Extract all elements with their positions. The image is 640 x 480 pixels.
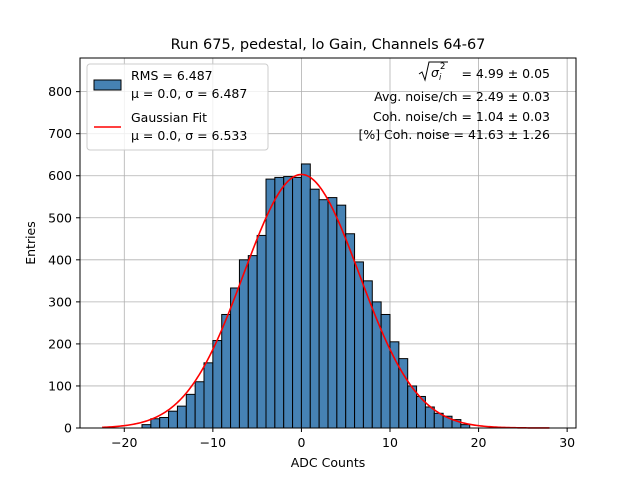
legend-box: [86, 63, 269, 151]
sqrt-sign-icon: [418, 61, 448, 82]
sigma-symbol: σ: [431, 65, 440, 80]
chart-title: Run 675, pedestal, lo Gain, Channels 64-…: [171, 37, 486, 53]
y-axis-label: Entries: [23, 221, 38, 265]
x-tick-label: 0: [297, 435, 305, 450]
sigma-subscript: i: [439, 73, 442, 83]
x-tick-label: −10: [200, 435, 226, 450]
histogram-bar: [283, 176, 294, 429]
x-tick-label: 20: [471, 435, 487, 450]
histogram-bar: [300, 163, 311, 429]
histogram-bar: [247, 255, 258, 429]
legend-histogram-swatch: [93, 79, 122, 91]
legend-histogram-stats: μ = 0.0, σ = 6.487: [131, 86, 247, 101]
x-axis-label: ADC Counts: [291, 455, 366, 470]
y-tick-label: 700: [48, 126, 72, 141]
histogram-bar: [256, 234, 267, 429]
legend-fit-stats: μ = 0.0, σ = 6.533: [131, 128, 247, 143]
histogram-bar: [345, 233, 356, 429]
annotation-avg-noise: Avg. noise/ch = 2.49 ± 0.03: [374, 89, 550, 104]
histogram-bar: [309, 188, 320, 429]
histogram-bar: [336, 204, 347, 429]
y-tick-label: 400: [48, 252, 72, 267]
histogram-bar: [424, 406, 435, 429]
y-tick-label: 500: [48, 210, 72, 225]
legend-fit-label: Gaussian Fit: [131, 110, 207, 125]
legend: RMS = 6.487 μ = 0.0, σ = 6.487 Gaussian …: [86, 63, 269, 151]
histogram-bar: [460, 424, 471, 429]
histogram-bar: [168, 410, 178, 429]
y-tick-label: 0: [64, 421, 72, 436]
y-tick-label: 600: [48, 168, 72, 183]
histogram-bar: [327, 197, 338, 429]
noise-annotations: σ i 2 = 4.99 ± 0.05 Avg. noise/ch = 2.49…: [358, 61, 550, 142]
x-tick-label: −20: [111, 435, 137, 450]
histogram-bar: [292, 176, 302, 429]
y-tick-label: 800: [48, 84, 72, 99]
histogram-bar: [141, 424, 152, 429]
histogram-bar: [238, 259, 249, 429]
histogram-bar: [176, 405, 187, 429]
annotation-coh-percent: [%] Coh. noise = 41.63 ± 1.26: [358, 127, 550, 142]
histogram-bar: [274, 176, 285, 429]
histogram-bar: [318, 199, 329, 429]
annotation-sqrt-value: = 4.99 ± 0.05: [461, 66, 550, 81]
histogram-bar: [212, 340, 223, 429]
annotation-coh-noise: Coh. noise/ch = 1.04 ± 0.03: [373, 109, 550, 124]
sqrt-sigma-symbol: σ i 2: [418, 61, 448, 83]
y-tick-label: 300: [48, 294, 72, 309]
legend-histogram-label: RMS = 6.487: [131, 68, 213, 83]
y-axis-ticks: 0 100 200 300 400 500 600 700 800: [48, 84, 80, 436]
histogram-bar: [203, 362, 214, 429]
histogram-bar: [221, 313, 232, 429]
histogram-bar: [354, 261, 364, 429]
histogram-bar: [159, 416, 170, 429]
histogram-bar: [150, 418, 161, 429]
y-tick-label: 100: [48, 378, 72, 393]
histogram-bar: [194, 381, 205, 429]
x-tick-label: 30: [559, 435, 575, 450]
histogram-bars: [141, 163, 471, 429]
x-axis-ticks: −20 −10 0 10 20 30: [111, 428, 575, 450]
histogram-bar: [389, 341, 400, 429]
histogram-bar: [185, 393, 196, 429]
y-tick-label: 200: [48, 336, 72, 351]
x-tick-label: 10: [382, 435, 398, 450]
plot-frame: [79, 57, 577, 429]
sigma-superscript: 2: [440, 62, 445, 72]
gaussian-fit-curve: [102, 173, 550, 429]
histogram-bar: [230, 287, 240, 429]
